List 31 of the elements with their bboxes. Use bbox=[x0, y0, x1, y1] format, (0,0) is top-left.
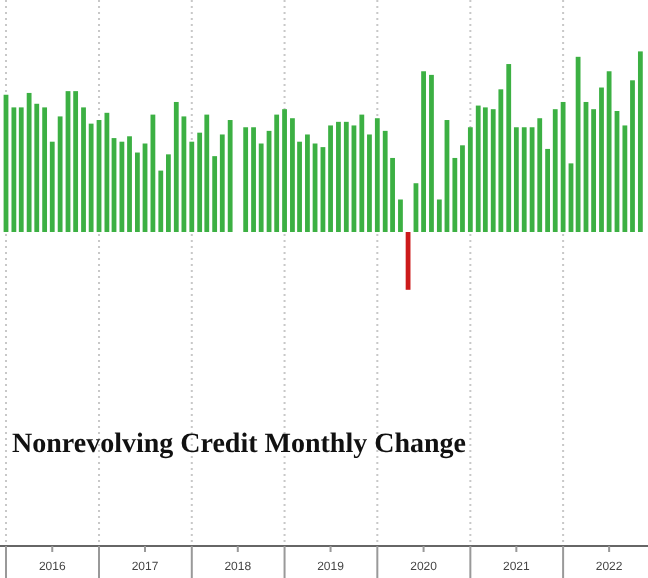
bar bbox=[343, 121, 349, 232]
bar bbox=[282, 109, 287, 232]
bar bbox=[575, 56, 581, 232]
bar bbox=[537, 118, 543, 232]
bar bbox=[359, 114, 365, 232]
bar bbox=[73, 91, 79, 232]
bar bbox=[42, 107, 48, 232]
bar bbox=[475, 105, 481, 232]
bar bbox=[560, 101, 566, 232]
bar bbox=[421, 71, 426, 232]
bar bbox=[328, 125, 333, 232]
bar bbox=[26, 92, 32, 232]
bar bbox=[173, 101, 179, 232]
bar bbox=[274, 114, 280, 232]
bar bbox=[204, 114, 210, 232]
bar bbox=[637, 51, 643, 232]
bar bbox=[429, 74, 434, 232]
bar bbox=[127, 136, 132, 232]
bar bbox=[305, 134, 310, 232]
bar bbox=[374, 118, 380, 232]
bar bbox=[482, 107, 488, 232]
bar bbox=[336, 121, 341, 232]
bar bbox=[243, 127, 249, 232]
bar bbox=[521, 127, 527, 232]
bar bbox=[552, 109, 558, 232]
bar bbox=[227, 120, 233, 232]
bar bbox=[606, 71, 612, 232]
text: Nonrevolving Credit Monthly Change bbox=[12, 430, 466, 460]
bar bbox=[251, 127, 256, 232]
bar bbox=[506, 64, 512, 232]
bar bbox=[119, 141, 125, 232]
